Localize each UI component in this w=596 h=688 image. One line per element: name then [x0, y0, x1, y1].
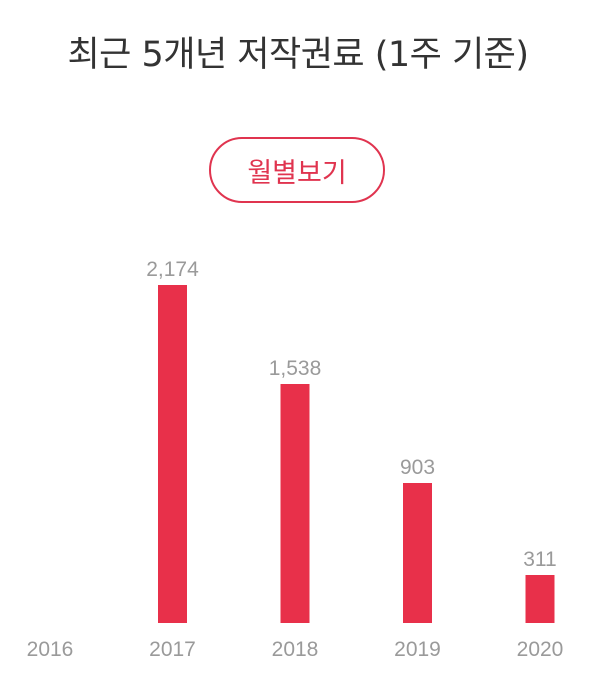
bar-2017 — [158, 285, 187, 623]
x-tick-label-2016: 2016 — [27, 638, 74, 661]
value-label-2019: 903 — [400, 456, 435, 479]
bar-2020 — [525, 575, 555, 623]
x-tick-label-2020: 2020 — [517, 638, 564, 661]
x-tick-label-2018: 2018 — [272, 638, 319, 661]
value-label-2020: 311 — [523, 548, 556, 571]
bar-2019 — [403, 483, 432, 623]
value-labels-group: 2,174 1,538 903 311 — [146, 258, 557, 571]
value-label-2017: 2,174 — [146, 258, 199, 281]
chart-title: 최근 5개년 저작권료 (1주 기준) — [67, 35, 529, 75]
x-tick-label-2017: 2017 — [149, 638, 196, 661]
x-tick-label-2019: 2019 — [394, 638, 441, 661]
value-label-2018: 1,538 — [269, 357, 322, 380]
monthly-view-button[interactable]: 월별보기 — [209, 137, 385, 203]
bars-group — [158, 285, 555, 623]
x-axis-ticks: 2016 2017 2018 2019 2020 — [27, 638, 564, 661]
bar-2018 — [280, 384, 310, 623]
